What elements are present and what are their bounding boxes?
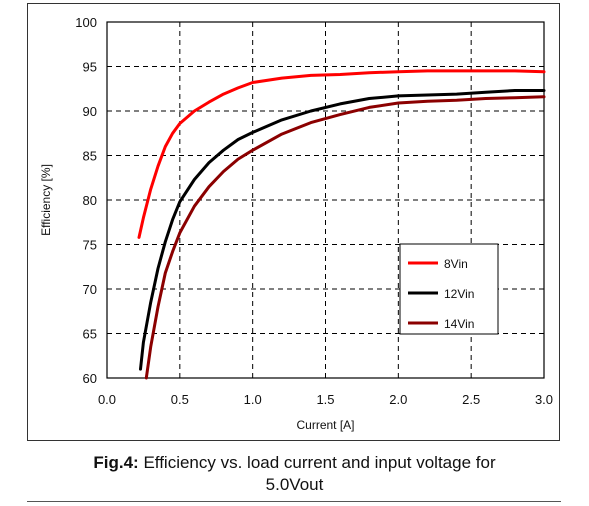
bottom-rule: [27, 501, 561, 502]
y-tick-label: 70: [83, 282, 97, 297]
legend-label: 8Vin: [444, 257, 468, 271]
series-line: [139, 89, 546, 371]
series-line: [144, 95, 546, 380]
legend-box: [399, 243, 499, 335]
y-tick-label: 80: [83, 193, 97, 208]
y-tick-label: 60: [83, 371, 97, 386]
y-tick-label: 75: [83, 238, 97, 253]
caption-text: Efficiency vs. load current and input vo…: [138, 453, 496, 472]
y-tick-label: 85: [83, 149, 97, 164]
series-line: [137, 69, 546, 239]
legend-label: 14Vin: [444, 317, 474, 331]
legend-label: 12Vin: [444, 287, 474, 301]
y-tick-label: 90: [83, 104, 97, 119]
x-tick-label: 2.0: [389, 392, 407, 407]
x-tick-label: 0.5: [171, 392, 189, 407]
y-tick-label: 95: [83, 60, 97, 75]
x-tick-label: 1.5: [316, 392, 334, 407]
y-tick-label: 65: [83, 327, 97, 342]
efficiency-chart: 0.0 0.5 1.0 1.5 2.0 2.5 3.0 60 65 70 75 80 85 90 95 100…: [39, 15, 553, 432]
x-axis-title: Current [A]: [296, 418, 354, 432]
x-tick-label: 1.0: [244, 392, 262, 407]
plot-border: [106, 21, 545, 379]
x-tick-label: 3.0: [535, 392, 553, 407]
x-tick-label: 2.5: [462, 392, 480, 407]
y-axis-title: Efficiency [%]: [39, 164, 53, 236]
y-tick-label: 100: [75, 15, 97, 30]
caption-text-line2: 5.0Vout: [265, 475, 324, 494]
x-tick-label: 0.0: [98, 392, 116, 407]
figure-caption: Fig.4: Efficiency vs. load current and i…: [20, 452, 569, 496]
chart-frame: 0.0 0.5 1.0 1.5 2.0 2.5 3.0 60 65 70 75 80 85 90 95 100…: [27, 3, 560, 441]
figure-label: Fig.4:: [93, 453, 139, 472]
